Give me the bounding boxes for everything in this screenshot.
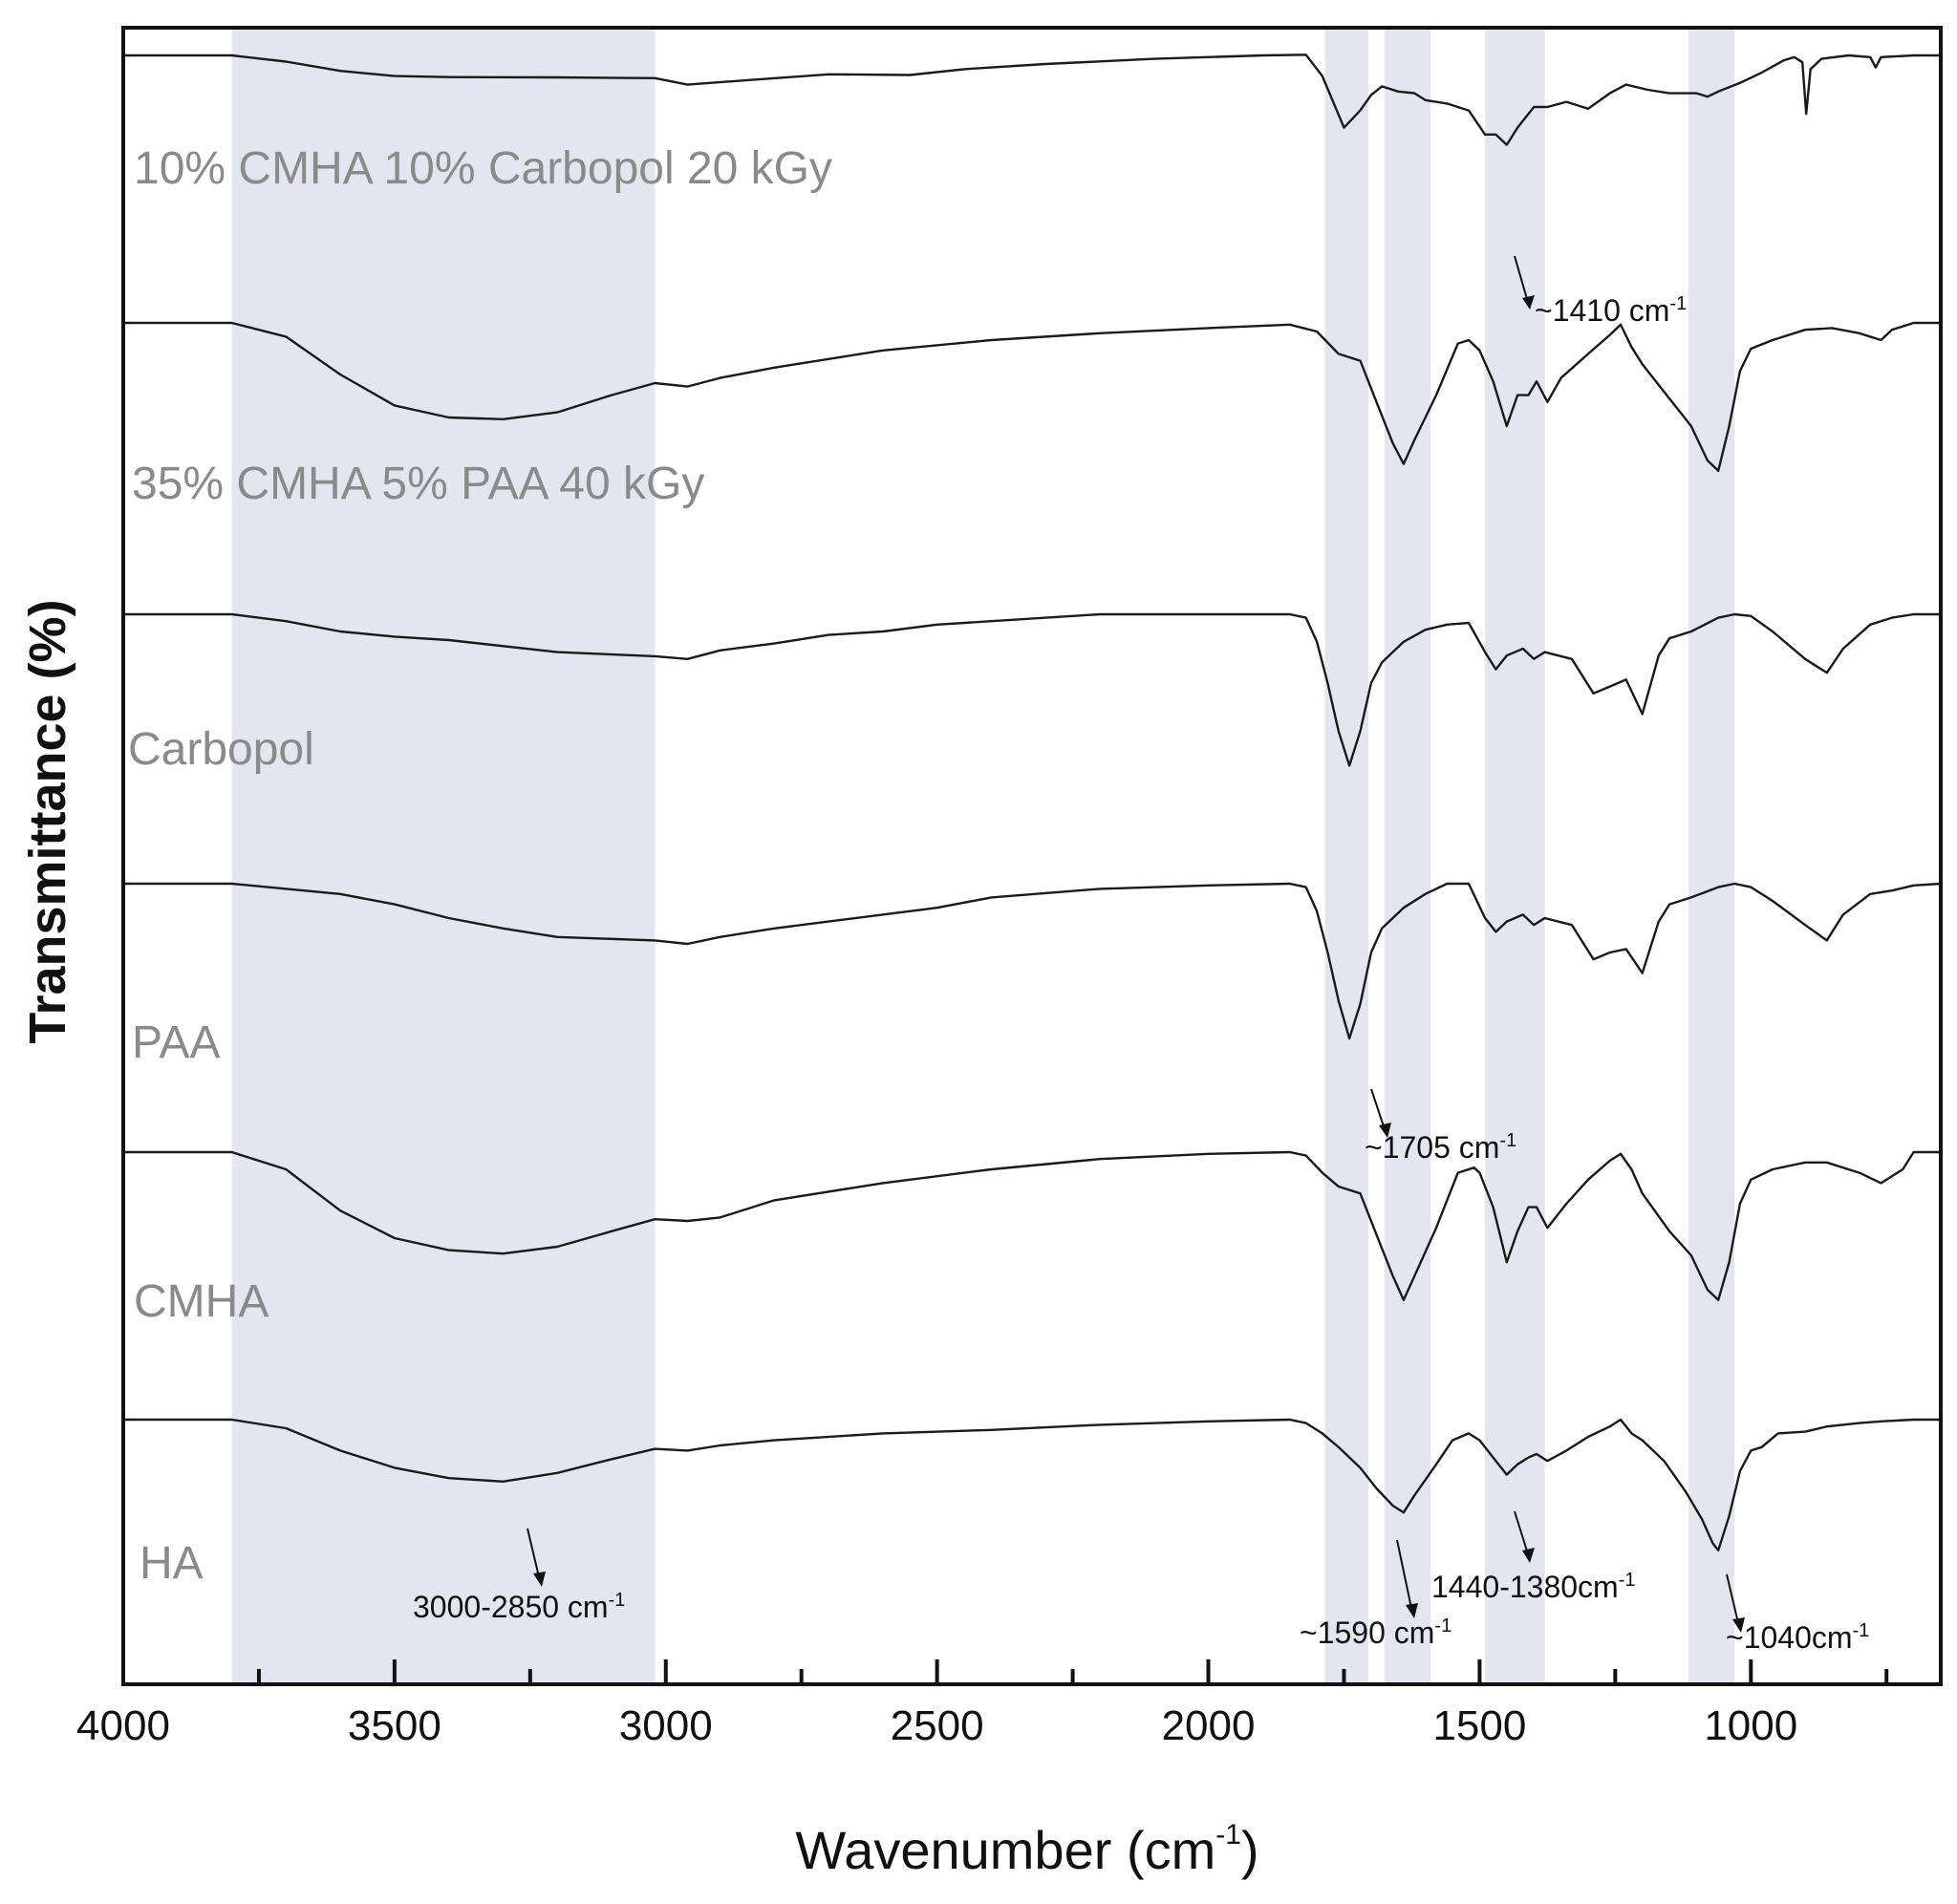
annotation-1705: ~1705 cm-1 [1365,1130,1516,1165]
x-tick-label-3500: 3500 [348,1702,441,1749]
x-axis-ticks: 4000 3500 3000 2500 2000 1500 1000 [76,1659,1889,1749]
x-tick-label-2000: 2000 [1162,1702,1256,1749]
shaded-band-1 [1324,28,1369,1684]
x-tick-label-1500: 1500 [1432,1702,1526,1749]
y-axis-title: Transmittance (%) [19,599,76,1043]
annotation-1590: ~1590 cm-1 [1300,1615,1452,1650]
series-label-0: 10% CMHA 10% Carbopol 20 kGy [134,143,832,194]
annotation-1410: ~1410 cm-1 [1535,293,1687,328]
shaded-band-2 [1385,28,1431,1684]
x-tick-label-1000: 1000 [1704,1702,1797,1749]
series-label-4: CMHA [134,1276,269,1327]
series-line-5 [123,1418,1941,1551]
annotation-arrows [527,255,1745,1633]
shaded-bands [231,28,1735,1684]
shaded-band-0 [231,28,656,1684]
shaded-band-3 [1485,28,1545,1684]
series-label-5: HA [140,1538,204,1589]
x-axis-title: Wavenumber (cm-1) [795,1819,1258,1880]
series-label-1: 35% CMHA 5% PAA 40 kGy [132,459,704,509]
series-line-2 [123,612,1941,767]
series-label-2: Carbopol [128,724,314,775]
series-line-0 [123,53,1941,146]
x-tick-label-2500: 2500 [891,1702,984,1749]
x-tick-label-3000: 3000 [619,1702,713,1749]
series-line-3 [123,882,1942,1040]
series-line-1 [123,321,1941,472]
series-label-3: PAA [132,1017,220,1068]
plot-frame [121,26,1943,1686]
annotation-3000-2850: 3000-2850 cm-1 [413,1590,625,1624]
x-tick-label-4000: 4000 [76,1702,170,1749]
series-line-4 [123,1150,1941,1301]
spectra-traces [123,53,1942,1551]
annotation-1040: ~1040cm-1 [1726,1620,1869,1655]
shaded-band-4 [1688,28,1735,1684]
annotation-1440-1380: 1440-1380cm-1 [1431,1570,1635,1604]
